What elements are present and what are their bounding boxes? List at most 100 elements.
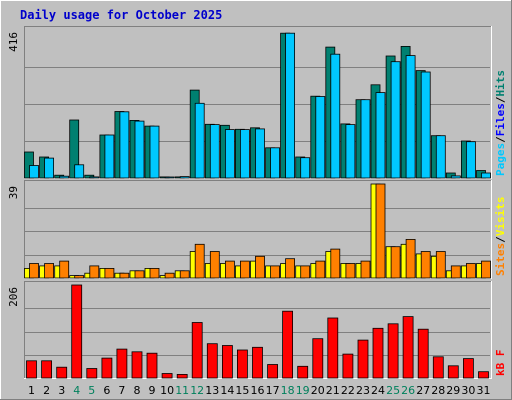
tick-label-day-11: 11 xyxy=(175,384,189,397)
tick-label-day-15: 15 xyxy=(235,384,249,397)
bar-kbytes-kb-f-28 xyxy=(432,356,444,379)
legend-item-hits-0: Pages xyxy=(494,143,507,176)
bar-kbytes-kb-f-12 xyxy=(191,322,203,379)
tick-label-day-12: 12 xyxy=(190,384,204,397)
legend-kbytes: kB F xyxy=(494,350,507,377)
legend-hits: Pages/Files/Hits xyxy=(494,70,507,176)
legend-item-visits-0: Sites xyxy=(494,243,507,276)
tick-label-day-19: 19 xyxy=(296,384,310,397)
tick-label-day-28: 28 xyxy=(431,384,445,397)
bar-visits-sites-7 xyxy=(119,272,130,279)
legend-item-hits-4: Hits xyxy=(494,70,507,97)
tick-label-day-27: 27 xyxy=(416,384,430,397)
legend-item-visits-1: / xyxy=(494,236,507,243)
bar-visits-sites-24 xyxy=(375,183,386,279)
bar-hits-files-15 xyxy=(239,129,250,179)
bar-hits-files-11 xyxy=(179,176,190,179)
bar-hits-files-7 xyxy=(119,111,130,179)
bar-hits-files-12 xyxy=(194,102,205,179)
bar-hits-files-1 xyxy=(29,165,39,179)
bar-visits-sites-31 xyxy=(481,260,491,279)
bar-kbytes-kb-f-30 xyxy=(462,358,474,379)
bar-hits-files-31 xyxy=(481,172,491,179)
bar-hits-files-30 xyxy=(465,141,476,179)
bar-visits-sites-16 xyxy=(255,255,265,279)
bar-hits-files-25 xyxy=(390,61,401,179)
bar-kbytes-kb-f-18 xyxy=(282,310,294,379)
tick-label-day-6: 6 xyxy=(103,384,110,397)
bar-kbytes-kb-f-19 xyxy=(297,365,309,379)
tick-label-day-24: 24 xyxy=(371,384,385,397)
tick-label-day-31: 31 xyxy=(477,384,491,397)
bar-visits-sites-11 xyxy=(179,270,190,279)
bar-hits-files-18 xyxy=(285,32,296,179)
bar-visits-sites-21 xyxy=(330,248,341,279)
bar-hits-files-20 xyxy=(315,96,326,179)
legend-item-hits-2: Files xyxy=(494,103,507,136)
tick-label-day-3: 3 xyxy=(58,384,65,397)
tick-label-day-17: 17 xyxy=(266,384,280,397)
tick-label-day-1: 1 xyxy=(28,384,35,397)
bar-kbytes-kb-f-10 xyxy=(161,373,173,379)
tick-label-day-20: 20 xyxy=(311,384,325,397)
bar-visits-sites-25 xyxy=(390,246,401,279)
bar-visits-sites-27 xyxy=(420,251,431,279)
chart-title: Daily usage for October 2025 xyxy=(20,8,222,22)
bar-hits-files-17 xyxy=(270,147,281,179)
bar-visits-sites-29 xyxy=(450,265,461,279)
bar-visits-sites-14 xyxy=(224,260,235,279)
bar-hits-hits-4 xyxy=(69,119,80,179)
bar-visits-sites-3 xyxy=(59,260,70,279)
bar-kbytes-kb-f-9 xyxy=(146,352,158,379)
bar-kbytes-kb-f-25 xyxy=(387,323,399,379)
bar-visits-sites-15 xyxy=(239,260,250,279)
bar-hits-files-19 xyxy=(300,157,311,179)
bar-visits-sites-26 xyxy=(405,238,416,279)
panel-visits: 39 Sites/Visits xyxy=(7,180,507,279)
bar-hits-files-23 xyxy=(360,99,371,179)
axis-max-label-hits: 416 xyxy=(7,32,20,52)
bar-visits-sites-8 xyxy=(134,270,145,279)
bar-hits-hits-1 xyxy=(24,151,34,179)
bar-kbytes-kb-f-24 xyxy=(372,327,384,379)
bar-kbytes-kb-f-16 xyxy=(252,346,263,379)
axis-max-label-visits: 39 xyxy=(7,186,20,199)
tick-label-day-16: 16 xyxy=(251,384,265,397)
tick-label-day-21: 21 xyxy=(326,384,340,397)
bar-hits-files-10 xyxy=(164,176,175,179)
bar-kbytes-kb-f-21 xyxy=(327,317,339,379)
bar-hits-files-2 xyxy=(44,157,54,179)
bar-kbytes-kb-f-29 xyxy=(447,365,459,379)
bar-kbytes-kb-f-11 xyxy=(176,373,188,379)
tick-label-day-8: 8 xyxy=(134,384,141,397)
bar-visits-sites-28 xyxy=(435,251,446,279)
bar-visits-sites-18 xyxy=(285,258,296,279)
bar-hits-files-13 xyxy=(209,124,220,179)
tick-label-day-25: 25 xyxy=(386,384,400,397)
bar-visits-sites-22 xyxy=(345,263,356,279)
bar-visits-sites-13 xyxy=(209,251,220,279)
bar-visits-sites-12 xyxy=(194,243,205,279)
bar-hits-files-14 xyxy=(224,129,235,179)
tick-label-day-14: 14 xyxy=(220,384,234,397)
bar-kbytes-kb-f-5 xyxy=(86,368,98,379)
tick-label-day-29: 29 xyxy=(446,384,460,397)
bar-visits-sites-20 xyxy=(315,260,326,279)
bar-visits-sites-10 xyxy=(164,272,175,279)
tick-label-day-4: 4 xyxy=(73,384,80,397)
bar-hits-files-26 xyxy=(405,55,416,179)
bar-hits-files-9 xyxy=(149,125,160,179)
bar-kbytes-kb-f-4 xyxy=(71,284,83,379)
tick-label-day-22: 22 xyxy=(341,384,355,397)
tick-label-day-10: 10 xyxy=(160,384,174,397)
bar-hits-files-3 xyxy=(59,175,70,179)
bar-hits-files-4 xyxy=(74,164,85,179)
tick-label-day-13: 13 xyxy=(205,384,219,397)
legend-visits: Sites/Visits xyxy=(494,197,507,277)
bar-kbytes-kb-f-23 xyxy=(357,339,369,379)
bar-kbytes-kb-f-8 xyxy=(131,351,143,379)
bar-hits-files-8 xyxy=(134,120,145,179)
bar-visits-sites-17 xyxy=(270,265,281,279)
bar-kbytes-kb-f-17 xyxy=(267,364,279,379)
